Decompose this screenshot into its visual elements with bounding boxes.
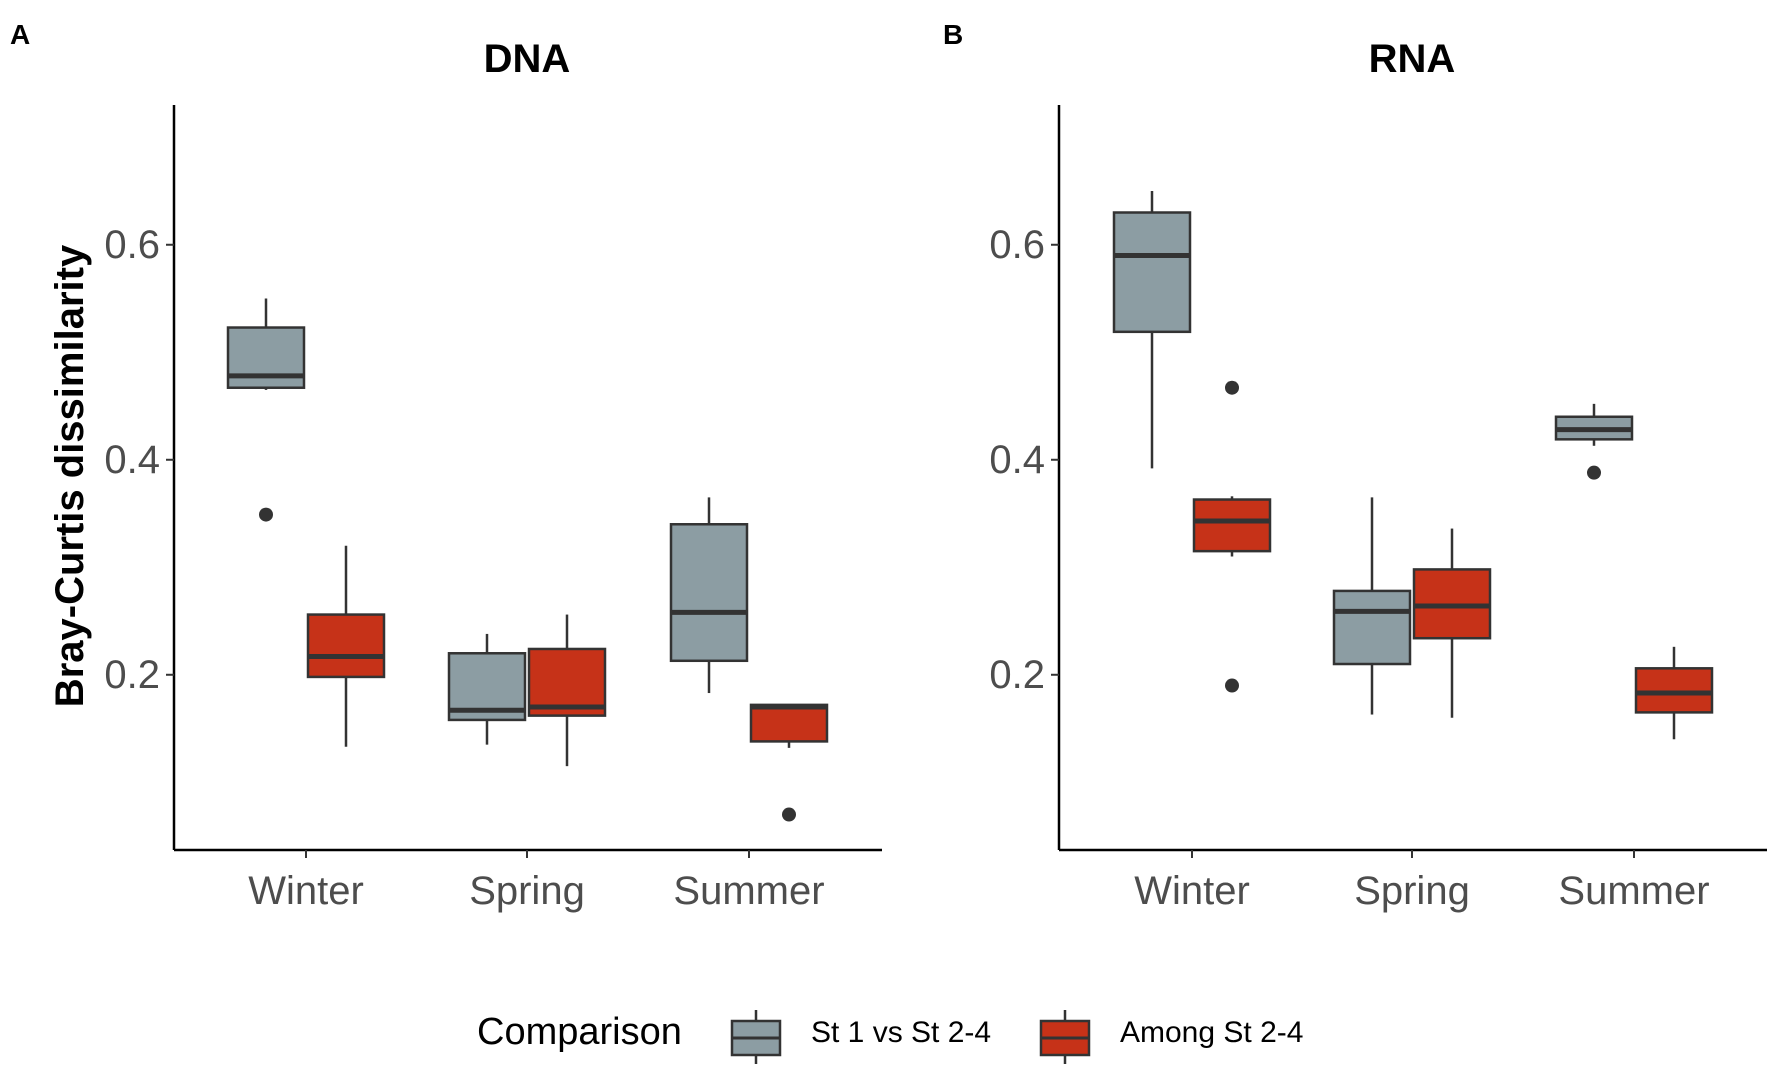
- outlier-point: [1225, 678, 1239, 693]
- box-iqr: [1112, 211, 1192, 334]
- box-dna-spring-among-st-2-4: [527, 614, 607, 767]
- box-dna-winter-among-st-2-4: [306, 545, 386, 747]
- panel-title-rna: RNA: [1369, 37, 1456, 81]
- box-iqr: [306, 613, 386, 679]
- y-tick-label-0-2: 0.2: [989, 653, 1045, 697]
- legend-key-st1-vs-st2-4: [730, 1010, 782, 1064]
- box-iqr: [1634, 667, 1714, 714]
- box-iqr: [1192, 498, 1272, 553]
- legend-label-among-st2-4: Among St 2-4: [1120, 1016, 1303, 1049]
- y-tick-label-0-4: 0.4: [989, 438, 1045, 482]
- plot-area-rna: 0.2 0.4 0.6 Winter Spring Summer: [989, 105, 1767, 913]
- y-tick-label-0-6: 0.6: [989, 223, 1045, 267]
- x-tick-label-winter: Winter: [248, 869, 364, 913]
- box-dna-summer-st-1-vs-st-2-4: [669, 497, 749, 694]
- box-rna-winter-among-st-2-4: [1192, 380, 1272, 693]
- box-iqr: [749, 703, 829, 743]
- box-iqr: [1332, 589, 1412, 666]
- x-tick-label-summer: Summer: [673, 869, 824, 913]
- y-tick-label-0-4: 0.4: [104, 438, 160, 482]
- panel-rna: B RNA 0.2 0.4 0.6 Winter Spring Summer: [943, 19, 1767, 913]
- box-rna-summer-st-1-vs-st-2-4: [1554, 403, 1634, 480]
- box-iqr: [527, 647, 607, 717]
- box-iqr: [669, 523, 749, 663]
- y-tick-label-0-6: 0.6: [104, 223, 160, 267]
- box-rna-summer-among-st-2-4: [1634, 646, 1714, 740]
- outlier-point: [1225, 380, 1239, 395]
- x-tick-label-spring: Spring: [1354, 869, 1470, 913]
- x-tick-label-summer: Summer: [1558, 869, 1709, 913]
- y-axis-title: Bray-Curtis dissimilarity: [48, 244, 92, 707]
- legend-title: Comparison: [477, 1011, 682, 1053]
- panel-letter-a: A: [10, 19, 30, 50]
- box-dna-summer-among-st-2-4: [749, 703, 829, 822]
- panel-title-dna: DNA: [484, 37, 571, 81]
- panel-dna: A DNA 0.2 0.4 0.6 Winter Spring Summer: [10, 19, 882, 913]
- box-rna-spring-among-st-2-4: [1412, 528, 1492, 718]
- outlier-point: [259, 507, 273, 522]
- panel-letter-b: B: [943, 19, 963, 50]
- y-tick-label-0-2: 0.2: [104, 653, 160, 697]
- x-tick-label-spring: Spring: [469, 869, 585, 913]
- box-rna-spring-st-1-vs-st-2-4: [1332, 497, 1412, 715]
- legend-label-st1-vs-st2-4: St 1 vs St 2-4: [811, 1016, 991, 1049]
- box-rna-winter-st-1-vs-st-2-4: [1112, 191, 1192, 469]
- legend: Comparison St 1 vs St 2-4 Among St 2-4: [477, 1010, 1303, 1064]
- plot-area-dna: 0.2 0.4 0.6 Winter Spring Summer: [104, 105, 882, 913]
- legend-key-among-st2-4: [1039, 1010, 1091, 1064]
- outlier-point: [782, 807, 796, 822]
- box-dna-winter-st-1-vs-st-2-4: [226, 298, 306, 522]
- outlier-point: [1587, 465, 1601, 480]
- box-iqr: [226, 326, 306, 389]
- x-tick-label-winter: Winter: [1134, 869, 1250, 913]
- box-dna-spring-st-1-vs-st-2-4: [447, 633, 527, 745]
